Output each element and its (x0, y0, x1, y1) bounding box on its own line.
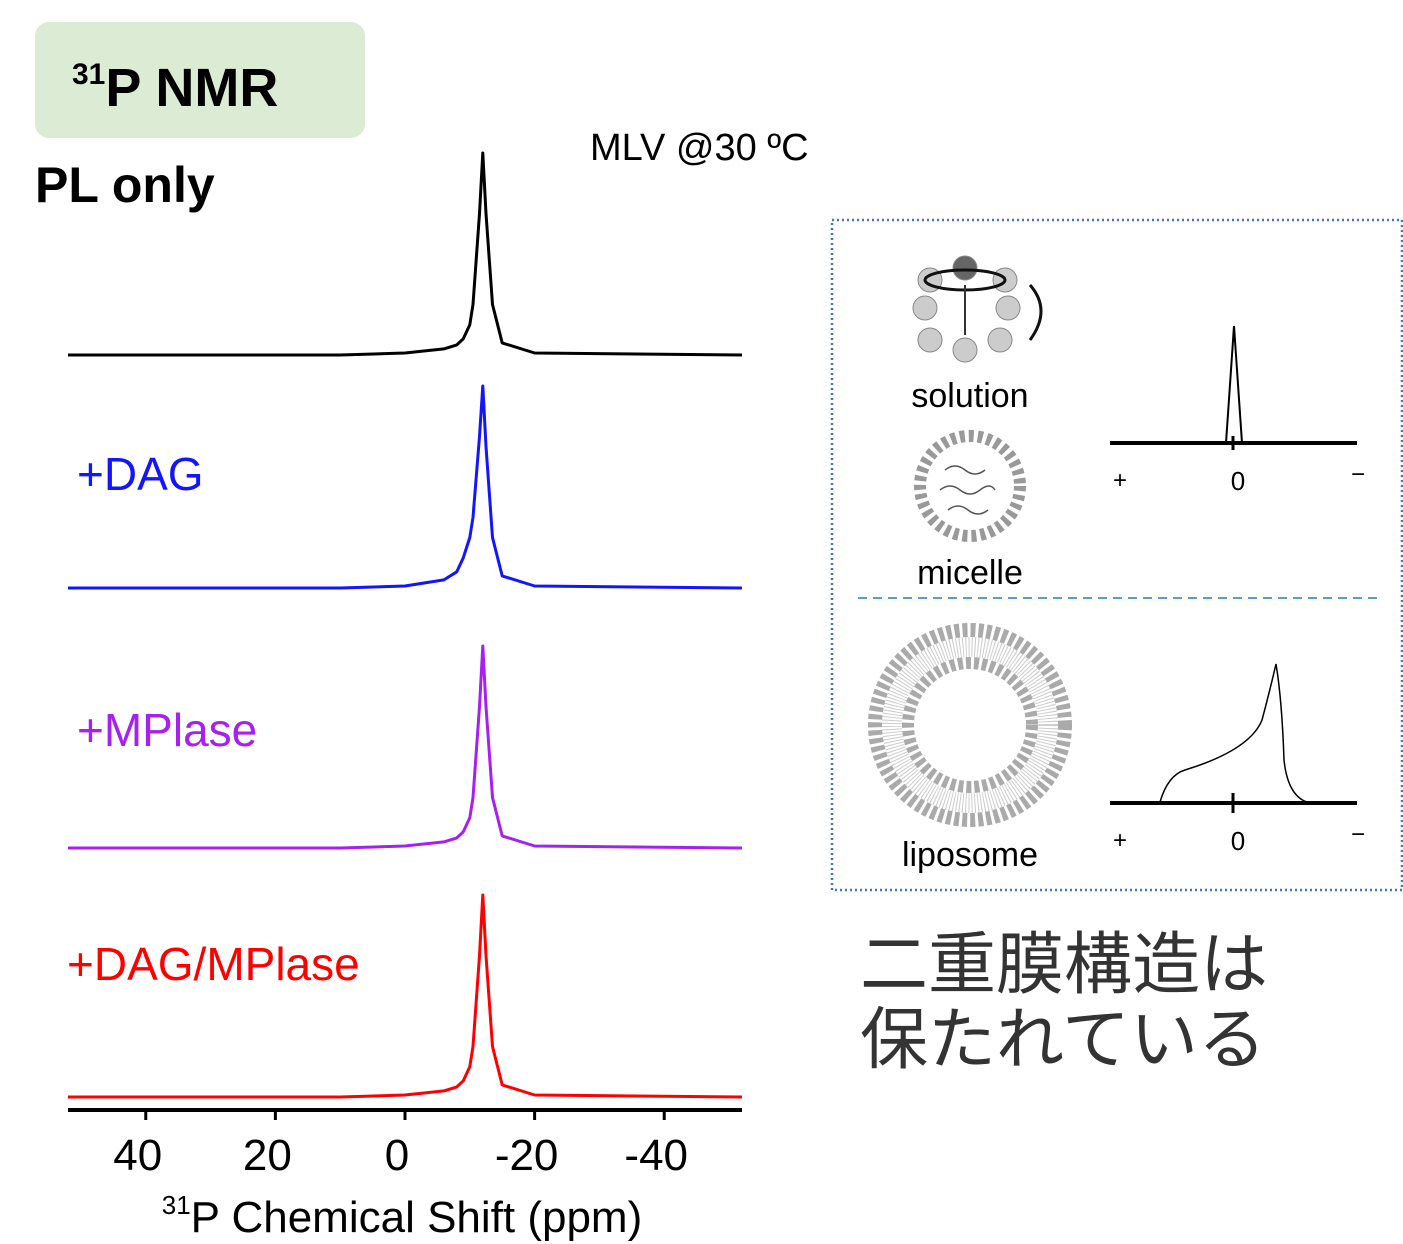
mini-axis-label: − (1351, 821, 1365, 848)
conclusion-line: 二重膜構造は (860, 926, 1268, 1005)
badge (35, 22, 365, 138)
solution-icon (912, 255, 1043, 363)
badge-title: 31P NMR (72, 58, 278, 118)
mini-axis-label: 0 (1231, 826, 1245, 856)
micelle-icon (914, 430, 1026, 542)
spectrum (68, 893, 743, 1099)
micelle-label: micelle (917, 554, 1023, 592)
series-label: PL only (35, 157, 215, 213)
spectrum (68, 151, 743, 357)
mini-axis-label: 0 (1231, 466, 1245, 496)
conclusion-line: 保たれている (860, 1001, 1266, 1080)
solution-label: solution (911, 377, 1028, 415)
x-axis-title: 31P Chemical Shift (ppm) (162, 1190, 642, 1242)
spectrum (68, 384, 743, 590)
x-tick-label: -40 (624, 1131, 688, 1180)
series-label: +DAG (77, 448, 204, 500)
liposome-icon (868, 623, 1072, 827)
condition: MLV @30 ºC (590, 127, 809, 169)
badge-sup: 31 (72, 58, 105, 91)
x-tick-label: 0 (385, 1131, 409, 1180)
x-tick-label: -20 (495, 1131, 559, 1180)
mini-spectrum-solution (1110, 325, 1357, 450)
series-label: +DAG/MPlase (67, 938, 360, 990)
spectrum (68, 644, 743, 850)
mini-axis-label: + (1113, 827, 1127, 854)
x-tick-label: 20 (243, 1131, 292, 1180)
x-axis-title-text: P Chemical Shift (ppm) (191, 1193, 643, 1242)
series-label: +MPlase (77, 704, 257, 756)
badge-text: P NMR (105, 58, 278, 118)
mini-axis-label: − (1351, 461, 1365, 488)
x-tick-label: 40 (113, 1131, 162, 1180)
panel-frame (830, 218, 1403, 892)
x-axis-title-sup: 31 (162, 1190, 191, 1220)
liposome-label: liposome (902, 836, 1038, 874)
mini-axis-label: + (1113, 467, 1127, 494)
mini-spectrum-liposome (1110, 663, 1357, 813)
